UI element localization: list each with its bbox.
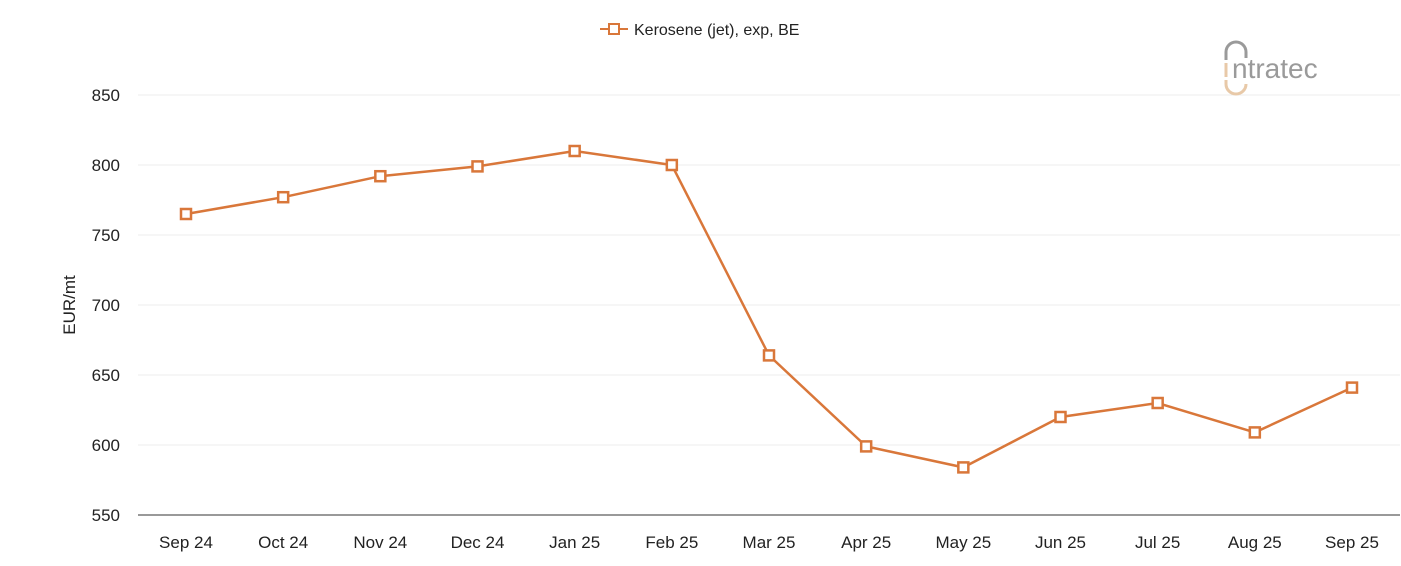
data-point-feb-25[interactable] bbox=[665, 158, 679, 172]
legend[interactable]: Kerosene (jet), exp, BE bbox=[600, 22, 799, 39]
data-point-sep-24[interactable] bbox=[179, 207, 193, 221]
legend-marker bbox=[608, 23, 620, 35]
x-tick-label: Jan 25 bbox=[549, 533, 600, 552]
x-tick-label: Feb 25 bbox=[645, 533, 698, 552]
y-tick-label: 600 bbox=[92, 436, 120, 455]
data-point-aug-25[interactable] bbox=[1248, 426, 1262, 439]
series-group bbox=[179, 144, 1359, 474]
data-point-sep-25[interactable] bbox=[1345, 381, 1359, 394]
x-tick-label: Jul 25 bbox=[1135, 533, 1180, 552]
data-point-nov-24[interactable] bbox=[374, 169, 387, 183]
x-tick-label: Jun 25 bbox=[1035, 533, 1086, 552]
y-tick-label: 800 bbox=[92, 156, 120, 175]
data-point-jul-25[interactable] bbox=[1151, 396, 1164, 410]
x-tick-label: Dec 24 bbox=[451, 533, 505, 552]
data-point-jan-25[interactable] bbox=[568, 144, 581, 158]
y-tick-label: 850 bbox=[92, 86, 120, 105]
x-tick-label: Oct 24 bbox=[258, 533, 308, 552]
x-tick-label: Sep 25 bbox=[1325, 533, 1379, 552]
svg-text:ntratec: ntratec bbox=[1232, 53, 1318, 84]
y-tick-label: 550 bbox=[92, 506, 120, 525]
gridlines bbox=[138, 94, 1400, 446]
x-axis-ticks: Sep 24 Oct 24 Nov 24 Dec 24 Jan 25 Feb 25 Mar … bbox=[159, 533, 1379, 552]
x-tick-label: Sep 24 bbox=[159, 533, 213, 552]
data-point-oct-24[interactable] bbox=[276, 190, 290, 204]
intratec-logo: ntratec bbox=[1224, 40, 1318, 96]
x-tick-label: Nov 24 bbox=[353, 533, 407, 552]
y-tick-label: 700 bbox=[92, 296, 120, 315]
data-point-mar-25[interactable] bbox=[762, 349, 776, 362]
data-point-jun-25[interactable] bbox=[1054, 410, 1067, 424]
x-tick-label: Apr 25 bbox=[841, 533, 891, 552]
data-point-apr-25[interactable] bbox=[859, 440, 873, 453]
y-tick-label: 750 bbox=[92, 226, 120, 245]
y-tick-label: 650 bbox=[92, 366, 120, 385]
y-axis-label: EUR/mt bbox=[60, 275, 79, 335]
legend-label: Kerosene (jet), exp, BE bbox=[634, 22, 799, 39]
series-line bbox=[185, 149, 1353, 469]
data-point-dec-24[interactable] bbox=[471, 160, 484, 173]
y-axis-ticks: 550 600 650 700 750 800 850 bbox=[92, 86, 120, 525]
x-tick-label: May 25 bbox=[935, 533, 991, 552]
data-point-may-25[interactable] bbox=[957, 461, 970, 474]
x-tick-label: Aug 25 bbox=[1228, 533, 1282, 552]
x-tick-label: Mar 25 bbox=[743, 533, 796, 552]
